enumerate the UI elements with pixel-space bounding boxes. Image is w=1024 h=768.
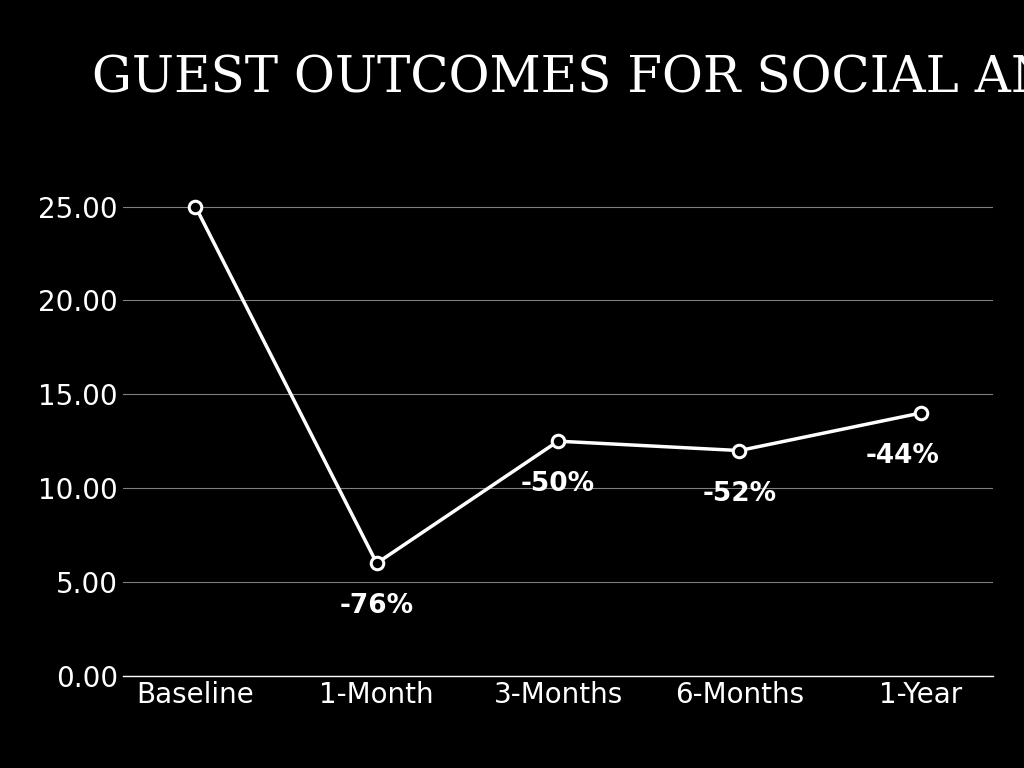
Text: -76%: -76%: [340, 593, 414, 619]
Text: -52%: -52%: [702, 481, 776, 507]
Text: -50%: -50%: [521, 472, 595, 497]
Text: GUEST OUTCOMES FOR SOCIAL ANXIETY: GUEST OUTCOMES FOR SOCIAL ANXIETY: [92, 54, 1024, 103]
Text: -44%: -44%: [865, 443, 940, 469]
